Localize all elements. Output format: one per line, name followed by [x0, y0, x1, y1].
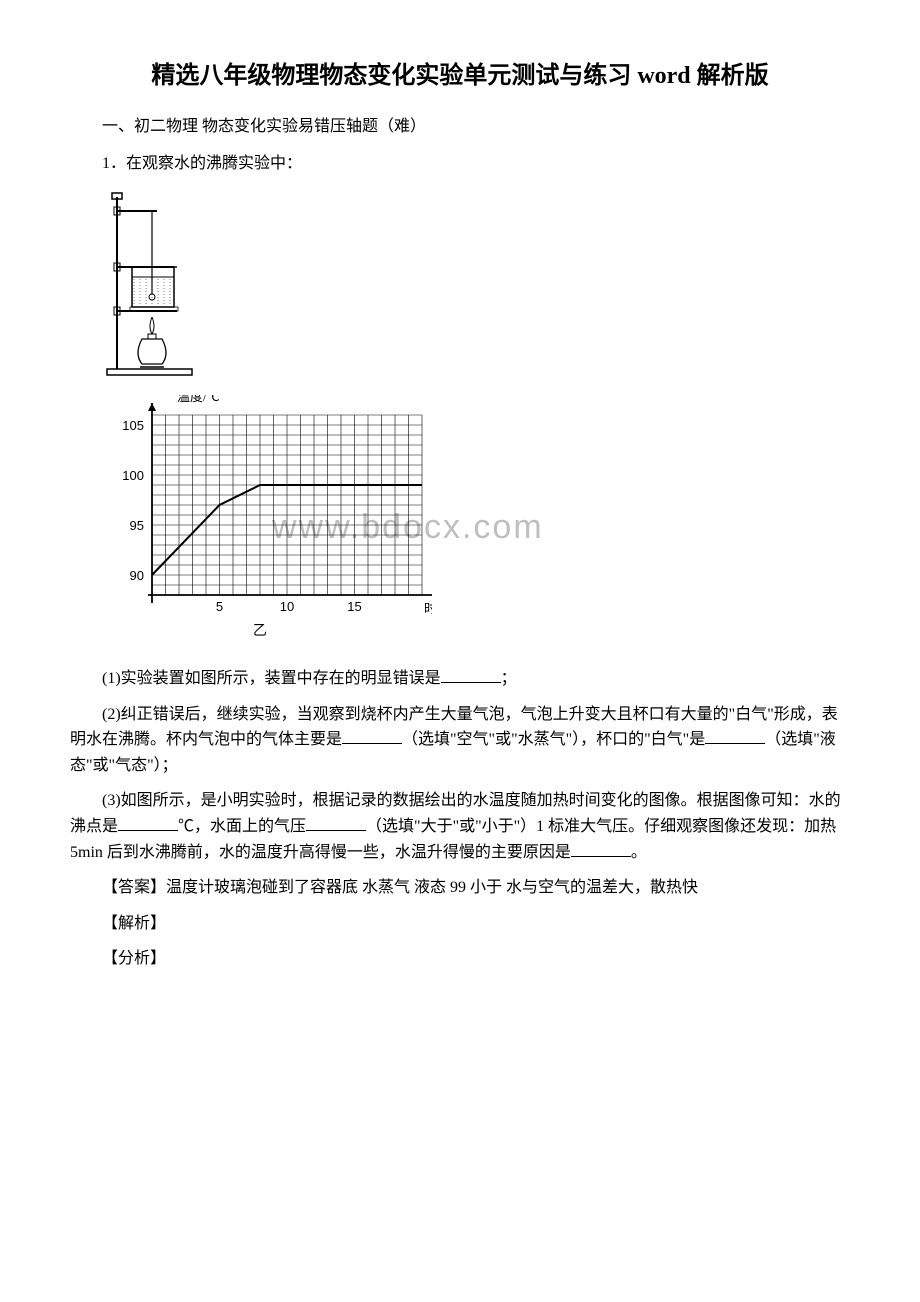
- sq1-text-a: (1)实验装置如图所示，装置中存在的明显错误是: [102, 670, 441, 687]
- svg-text:5: 5: [216, 599, 223, 614]
- question-1-intro: 1．在观察水的沸腾实验中：: [70, 151, 850, 177]
- svg-text:105: 105: [122, 418, 144, 433]
- answer-text: 【答案】温度计玻璃泡碰到了容器底 水蒸气 液态 99 小于 水与空气的温差大，散…: [70, 875, 850, 901]
- blank-5: [306, 815, 366, 831]
- svg-text:时间/min: 时间/min: [424, 601, 432, 616]
- svg-text:乙: 乙: [253, 623, 267, 639]
- temperature-chart-svg: 90 95 100 105 5 10 15 温度/℃ 时间/min 乙: [102, 395, 432, 645]
- svg-text:90: 90: [130, 568, 144, 583]
- sq2-text-b: （选填"空气"或"水蒸气"），杯口的"白气"是: [402, 731, 705, 748]
- sub-question-2: (2)纠正错误后，继续实验，当观察到烧杯内产生大量气泡，气泡上升变大且杯口有大量…: [70, 702, 850, 779]
- document-title: 精选八年级物理物态变化实验单元测试与练习 word 解析版: [70, 60, 850, 94]
- blank-1: [441, 667, 501, 683]
- blank-3: [705, 728, 765, 744]
- apparatus-svg: [102, 189, 212, 379]
- sub-question-3: (3)如图所示，是小明实验时，根据记录的数据绘出的水温度随加热时间变化的图像。根…: [70, 788, 850, 865]
- blank-4: [118, 815, 178, 831]
- sq3-text-b: ℃，水面上的气压: [178, 818, 306, 835]
- blank-6: [571, 841, 631, 857]
- sq3-text-d: 。: [631, 844, 647, 861]
- svg-text:100: 100: [122, 468, 144, 483]
- section-header: 一、初二物理 物态变化实验易错压轴题（难）: [70, 114, 850, 140]
- svg-text:95: 95: [130, 518, 144, 533]
- svg-text:温度/℃: 温度/℃: [177, 395, 220, 404]
- svg-text:10: 10: [280, 599, 294, 614]
- apparatus-figure: [102, 189, 850, 388]
- temperature-chart-figure: www.bdocx.com 909510010551015温度/℃时间/min乙: [102, 395, 850, 654]
- analysis-label: 【解析】: [70, 911, 850, 937]
- svg-text:15: 15: [347, 599, 361, 614]
- breakdown-label: 【分析】: [70, 946, 850, 972]
- blank-2: [342, 728, 402, 744]
- sub-question-1: (1)实验装置如图所示，装置中存在的明显错误是 ；: [70, 666, 850, 692]
- sq1-text-b: ；: [501, 670, 517, 687]
